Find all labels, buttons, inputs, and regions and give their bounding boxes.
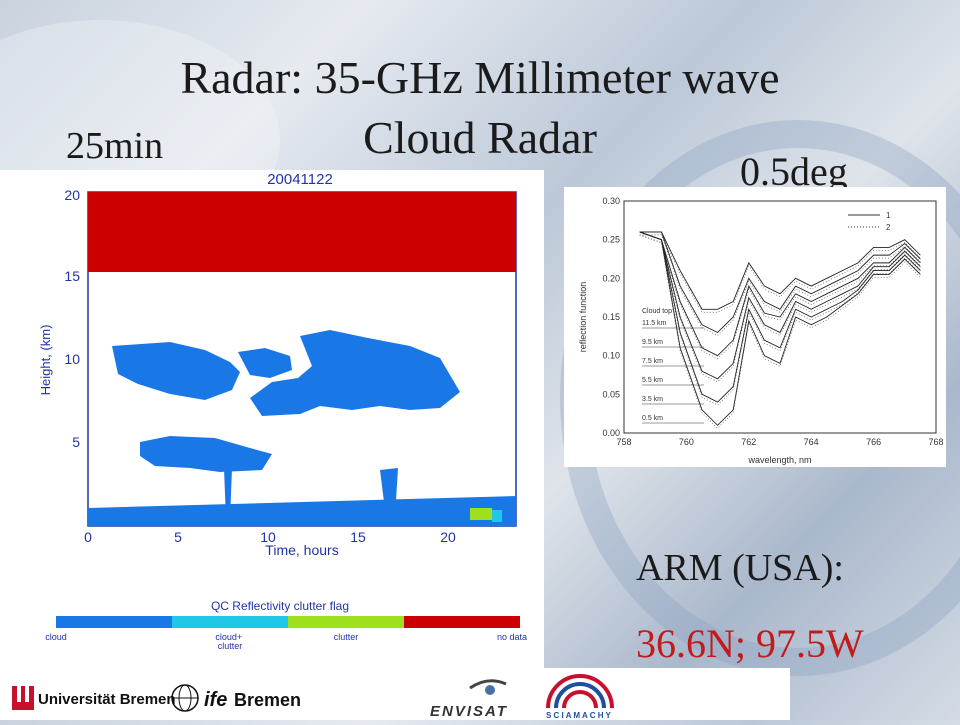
logo-bar: Universität Bremen ife Bremen ENVISAT S … bbox=[0, 668, 790, 720]
radar-x-axis: 0 5 10 15 20 bbox=[84, 529, 456, 545]
angle-resolution-label: 0.5deg bbox=[740, 149, 848, 194]
cloud-top-label: 3.5 km bbox=[642, 396, 663, 403]
reflection-chart: 0.00 0.05 0.10 0.15 0.20 0.25 0.30 758 760 762 76… bbox=[578, 196, 944, 465]
cloud-top-labels: 11.5 km 9.5 km 7.5 km 5.5 km 3.5 km 0.5 km bbox=[642, 320, 704, 424]
envisat-satellite-icon bbox=[469, 679, 507, 695]
clutter-patch bbox=[470, 508, 492, 520]
radar-x-tick: 5 bbox=[174, 529, 182, 545]
radar-y-tick: 15 bbox=[64, 268, 80, 284]
reflection-chart-panel: 0.00 0.05 0.10 0.15 0.20 0.25 0.30 758 760 762 76… bbox=[564, 187, 946, 467]
cloud-top-label: 0.5 km bbox=[642, 415, 663, 422]
reflection-y-label: reflection function bbox=[578, 282, 588, 353]
ife-logo-text: ife bbox=[204, 689, 227, 711]
radar-x-tick: 15 bbox=[350, 529, 366, 545]
reflection-series-line bbox=[639, 231, 921, 403]
reflection-y-tick: 0.20 bbox=[602, 273, 620, 283]
radar-legend-labels: cloud cloud+ clutter clutter no data bbox=[45, 632, 527, 651]
reflection-series-line bbox=[639, 231, 921, 310]
slide-title-line-1: Radar: 35-GHz Millimeter wave bbox=[180, 52, 780, 103]
radar-y-label: Height, (km) bbox=[38, 325, 53, 396]
reflection-series-line bbox=[639, 231, 921, 357]
legend-swatch-cloud-clutter bbox=[172, 616, 288, 628]
cloud-top-label: 11.5 km bbox=[642, 320, 667, 327]
reflection-y-tick: 0.05 bbox=[602, 389, 620, 399]
reflection-y-tick: 0.00 bbox=[602, 428, 620, 438]
cloud-top-label: 5.5 km bbox=[642, 377, 663, 384]
reflection-x-tick: 764 bbox=[804, 437, 819, 447]
radar-y-tick: 20 bbox=[64, 187, 80, 203]
radar-plot-panel: 20041122 5 10 15 20 Height, (km) 0 5 bbox=[0, 170, 544, 670]
reflection-x-tick: 762 bbox=[741, 437, 756, 447]
legend-swatch-no-data bbox=[404, 616, 520, 628]
surface-echo bbox=[88, 496, 516, 526]
sciamachy-logo-text: S C I A M A C H Y bbox=[546, 711, 612, 720]
legend-label-cloud-clutter: cloud+ clutter bbox=[215, 632, 244, 651]
cloud-echoes bbox=[88, 330, 516, 526]
reflection-x-tick: 758 bbox=[616, 437, 631, 447]
slide-title-line-2: Cloud Radar bbox=[363, 112, 597, 163]
radar-x-tick: 20 bbox=[440, 529, 456, 545]
radar-y-axis: 5 10 15 20 bbox=[64, 187, 80, 450]
reflection-y-tick: 0.30 bbox=[602, 196, 620, 206]
cloud-clutter-patch bbox=[492, 510, 502, 522]
radar-y-tick: 5 bbox=[72, 434, 80, 450]
cloud-echo bbox=[112, 342, 240, 400]
radar-legend-title: QC Reflectivity clutter flag bbox=[211, 599, 349, 613]
reflection-series-line bbox=[639, 231, 921, 380]
radar-plot-title: 20041122 bbox=[267, 171, 333, 188]
site-label: ARM (USA): bbox=[636, 547, 844, 589]
site-coordinates: 36.6N; 97.5W bbox=[636, 621, 864, 666]
cloud-top-label: 7.5 km bbox=[642, 358, 663, 365]
reflection-series-line bbox=[639, 231, 921, 334]
cloud-echo bbox=[250, 330, 460, 416]
legend-label-cloud-clutter-line: cloud+ bbox=[215, 632, 242, 642]
radar-x-tick: 0 bbox=[84, 529, 92, 545]
reflection-x-tick: 760 bbox=[679, 437, 694, 447]
legend-label-cloud-clutter-line: clutter bbox=[218, 641, 243, 651]
cloud-top-header: Cloud top bbox=[642, 308, 672, 315]
uni-bremen-logo-text: Universität Bremen bbox=[38, 691, 176, 708]
reflection-series-dotted-line bbox=[639, 234, 921, 336]
legend-label-cloud: cloud bbox=[45, 632, 67, 642]
ife-bremen-text: Bremen bbox=[234, 690, 301, 710]
logo-strip: Universität Bremen ife Bremen ENVISAT S … bbox=[12, 674, 614, 720]
slide-title: Radar: 35-GHz Millimeter wave Cloud Rada… bbox=[0, 48, 960, 168]
reflection-x-label: wavelength, nm bbox=[747, 455, 811, 465]
ife-globe-icon bbox=[171, 684, 199, 712]
legend-swatch-clutter bbox=[288, 616, 404, 628]
legend-label-clutter: clutter bbox=[334, 632, 359, 642]
reflection-series-line bbox=[639, 231, 921, 426]
cloud-echo bbox=[140, 436, 272, 472]
cloud-top-label: 9.5 km bbox=[642, 339, 663, 346]
reflection-x-tick: 768 bbox=[928, 437, 943, 447]
legend-label-no-data: no data bbox=[497, 632, 527, 642]
reflection-y-tick: 0.25 bbox=[602, 235, 620, 245]
reflection-series-dotted-line bbox=[639, 234, 921, 313]
reflection-x-tick: 766 bbox=[866, 437, 881, 447]
sciamachy-logo-icon bbox=[546, 674, 614, 709]
reflection-y-tick: 0.10 bbox=[602, 351, 620, 361]
radar-x-tick: 10 bbox=[260, 529, 276, 545]
cloud-echo bbox=[380, 468, 398, 502]
uni-bremen-logo-icon bbox=[12, 686, 34, 710]
radar-y-tick: 10 bbox=[64, 351, 80, 367]
reflection-series-group bbox=[639, 231, 921, 429]
legend-swatch-cloud bbox=[56, 616, 172, 628]
legend-label-1: 1 bbox=[886, 211, 891, 220]
radar-x-label: Time, hours bbox=[265, 542, 338, 558]
radar-plot: 20041122 5 10 15 20 Height, (km) 0 5 bbox=[38, 171, 527, 651]
time-resolution-label: 25min bbox=[66, 125, 164, 167]
reflection-y-tick: 0.15 bbox=[602, 312, 620, 322]
cloud-echo bbox=[238, 348, 292, 378]
reflection-y-axis: 0.00 0.05 0.10 0.15 0.20 0.25 0.30 bbox=[602, 196, 620, 438]
no-data-band bbox=[88, 192, 516, 272]
envisat-logo-text: ENVISAT bbox=[430, 703, 508, 720]
reflection-x-axis: 758 760 762 764 766 768 bbox=[616, 437, 943, 447]
legend-label-2: 2 bbox=[886, 223, 891, 232]
